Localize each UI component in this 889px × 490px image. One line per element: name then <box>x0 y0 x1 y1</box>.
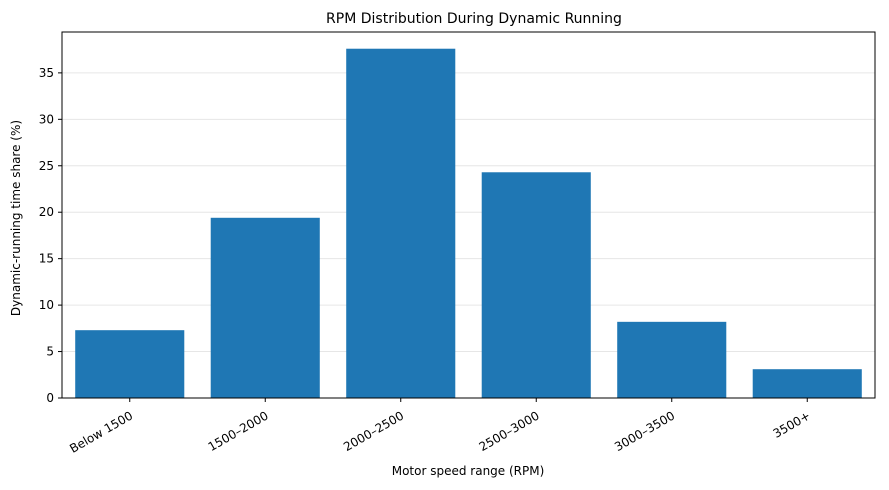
x-tick-label: 1500–2000 <box>206 408 271 454</box>
x-tick-label: 3500+ <box>771 408 813 440</box>
x-axis-label: Motor speed range (RPM) <box>392 464 545 478</box>
bar <box>346 48 456 398</box>
x-tick-label: 2000–2500 <box>341 408 406 454</box>
x-axis-ticks: Below 1500 1500–2000 2000–2500 2500–3000 300… <box>67 398 813 456</box>
x-tick-label: 3000–3500 <box>612 408 677 454</box>
y-tick-label: 15 <box>39 252 54 266</box>
bar <box>752 369 862 398</box>
bar <box>481 172 591 398</box>
y-tick-label: 35 <box>39 66 54 80</box>
y-tick-label: 20 <box>39 205 54 219</box>
plot-frame <box>61 31 876 399</box>
bar <box>617 321 727 398</box>
y-tick-label: 5 <box>46 345 54 359</box>
y-tick-label: 0 <box>46 391 54 405</box>
bar <box>210 217 320 398</box>
y-tick-label: 30 <box>39 112 54 126</box>
gridlines <box>62 72 875 399</box>
y-axis-label: Dynamic-running time share (%) <box>9 120 23 316</box>
x-tick-label: Below 1500 <box>67 408 135 455</box>
y-tick-label: 10 <box>39 298 54 312</box>
x-tick-label: 2500–3000 <box>477 408 542 454</box>
chart-title: RPM Distribution During Dynamic Running <box>326 11 622 27</box>
y-axis-ticks: 0 5 10 15 20 25 30 35 <box>39 66 62 405</box>
y-tick-label: 25 <box>39 159 54 173</box>
bar <box>75 330 185 398</box>
bars <box>75 48 862 398</box>
